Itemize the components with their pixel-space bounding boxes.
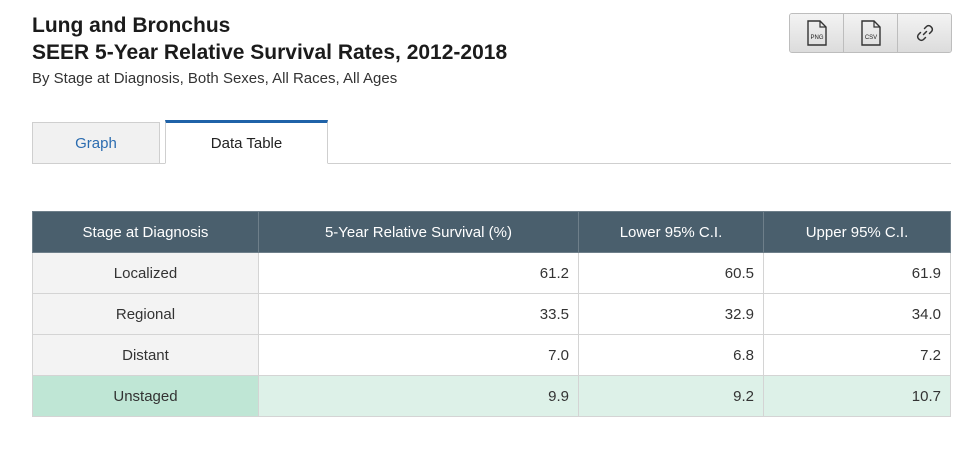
table-header-row: Stage at Diagnosis 5-Year Relative Survi…: [32, 211, 952, 253]
title-block: Lung and Bronchus SEER 5-Year Relative S…: [32, 12, 507, 90]
upper-ci-cell: 61.9: [762, 252, 952, 294]
column-header-stage[interactable]: Stage at Diagnosis: [32, 211, 259, 253]
tab-graph[interactable]: Graph: [32, 122, 160, 163]
stage-cell: Regional: [32, 293, 259, 335]
survival-cell: 9.9: [257, 375, 580, 417]
survival-cell: 7.0: [257, 334, 580, 376]
download-png-button[interactable]: PNG: [790, 14, 844, 52]
column-header-upper-ci[interactable]: Upper 95% C.I.: [762, 211, 952, 253]
download-csv-button[interactable]: CSV: [844, 14, 898, 52]
upper-ci-cell: 7.2: [762, 334, 952, 376]
stage-cell: Unstaged: [32, 375, 259, 417]
table-row: Distant 7.0 6.8 7.2: [32, 334, 952, 376]
tab-data-table[interactable]: Data Table: [165, 120, 328, 164]
page-subtitle-main: SEER 5-Year Relative Survival Rates, 201…: [32, 41, 508, 64]
survival-cell: 61.2: [257, 252, 580, 294]
table-row: Localized 61.2 60.5 61.9: [32, 252, 952, 294]
link-icon: [916, 24, 933, 42]
page-description: By Stage at Diagnosis, Both Sexes, All R…: [32, 70, 398, 87]
copy-link-button[interactable]: [898, 14, 951, 52]
stage-cell: Localized: [32, 252, 259, 294]
lower-ci-cell: 6.8: [578, 334, 764, 376]
lower-ci-cell: 9.2: [578, 375, 764, 417]
csv-label: CSV: [864, 35, 876, 41]
upper-ci-cell: 10.7: [762, 375, 952, 417]
export-toolbar: PNG CSV: [789, 13, 952, 53]
lower-ci-cell: 32.9: [578, 293, 764, 335]
csv-file-icon: CSV: [860, 20, 881, 46]
column-header-survival[interactable]: 5-Year Relative Survival (%): [257, 211, 580, 253]
stage-cell: Distant: [32, 334, 259, 376]
table-row-highlighted: Unstaged 9.9 9.2 10.7: [32, 375, 952, 417]
survival-cell: 33.5: [257, 293, 580, 335]
table-row: Regional 33.5 32.9 34.0: [32, 293, 952, 335]
view-tabs: Graph Data Table: [32, 120, 951, 164]
column-header-lower-ci[interactable]: Lower 95% C.I.: [578, 211, 764, 253]
page-title: Lung and Bronchus: [32, 14, 231, 37]
png-file-icon: PNG: [806, 20, 827, 46]
png-label: PNG: [810, 35, 823, 41]
upper-ci-cell: 34.0: [762, 293, 952, 335]
survival-data-table: Stage at Diagnosis 5-Year Relative Survi…: [32, 211, 952, 417]
lower-ci-cell: 60.5: [578, 252, 764, 294]
